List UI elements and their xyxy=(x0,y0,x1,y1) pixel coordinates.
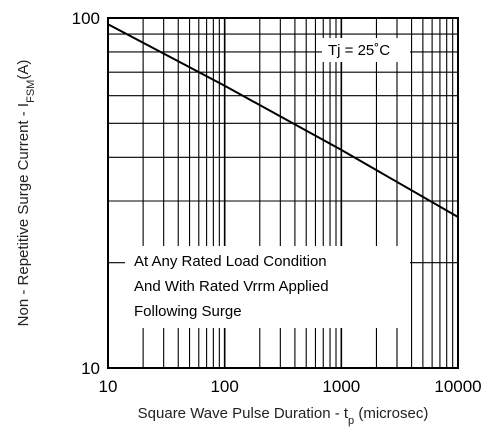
series-line xyxy=(107,23,459,218)
annotation-condition-box xyxy=(125,246,410,328)
y-tick-label: 100 xyxy=(72,9,100,28)
annotation-temperature: Tj = 25˚C xyxy=(328,42,390,59)
x-axis-label-main: Square Wave Pulse Duration - t xyxy=(138,405,349,422)
annotation-condition-line-2: And With Rated Vrrm Applied xyxy=(134,278,329,295)
x-tick-label: 100 xyxy=(210,377,238,396)
x-tick-label: 10000 xyxy=(434,377,481,396)
tick-labels: 10 100 1000 10000 10 100 xyxy=(72,9,482,396)
annotation-condition-line-3: Following Surge xyxy=(134,303,242,320)
plot-frame xyxy=(107,17,459,369)
y-axis-label-sub: FSM xyxy=(25,80,37,103)
x-axis-label-unit: (microsec) xyxy=(354,405,428,422)
series-layer xyxy=(107,23,459,218)
y-axis-label-main: Non - Repetitive Surge Current - I xyxy=(15,103,32,326)
x-tick-label: 10 xyxy=(99,377,118,396)
x-tick-label: 1000 xyxy=(322,377,360,396)
y-tick-label: 10 xyxy=(81,359,100,378)
y-axis-label: Non - Repetitive Surge Current - IFSM(A) xyxy=(15,60,37,327)
annotation-temperature-box xyxy=(322,38,410,62)
x-axis-label-sub: p xyxy=(348,415,354,427)
y-axis-label-unit: (A) xyxy=(15,60,32,80)
x-axis-label: Square Wave Pulse Duration - tp (microse… xyxy=(138,405,429,427)
annotation-condition-line-1: At Any Rated Load Condition xyxy=(134,253,327,270)
